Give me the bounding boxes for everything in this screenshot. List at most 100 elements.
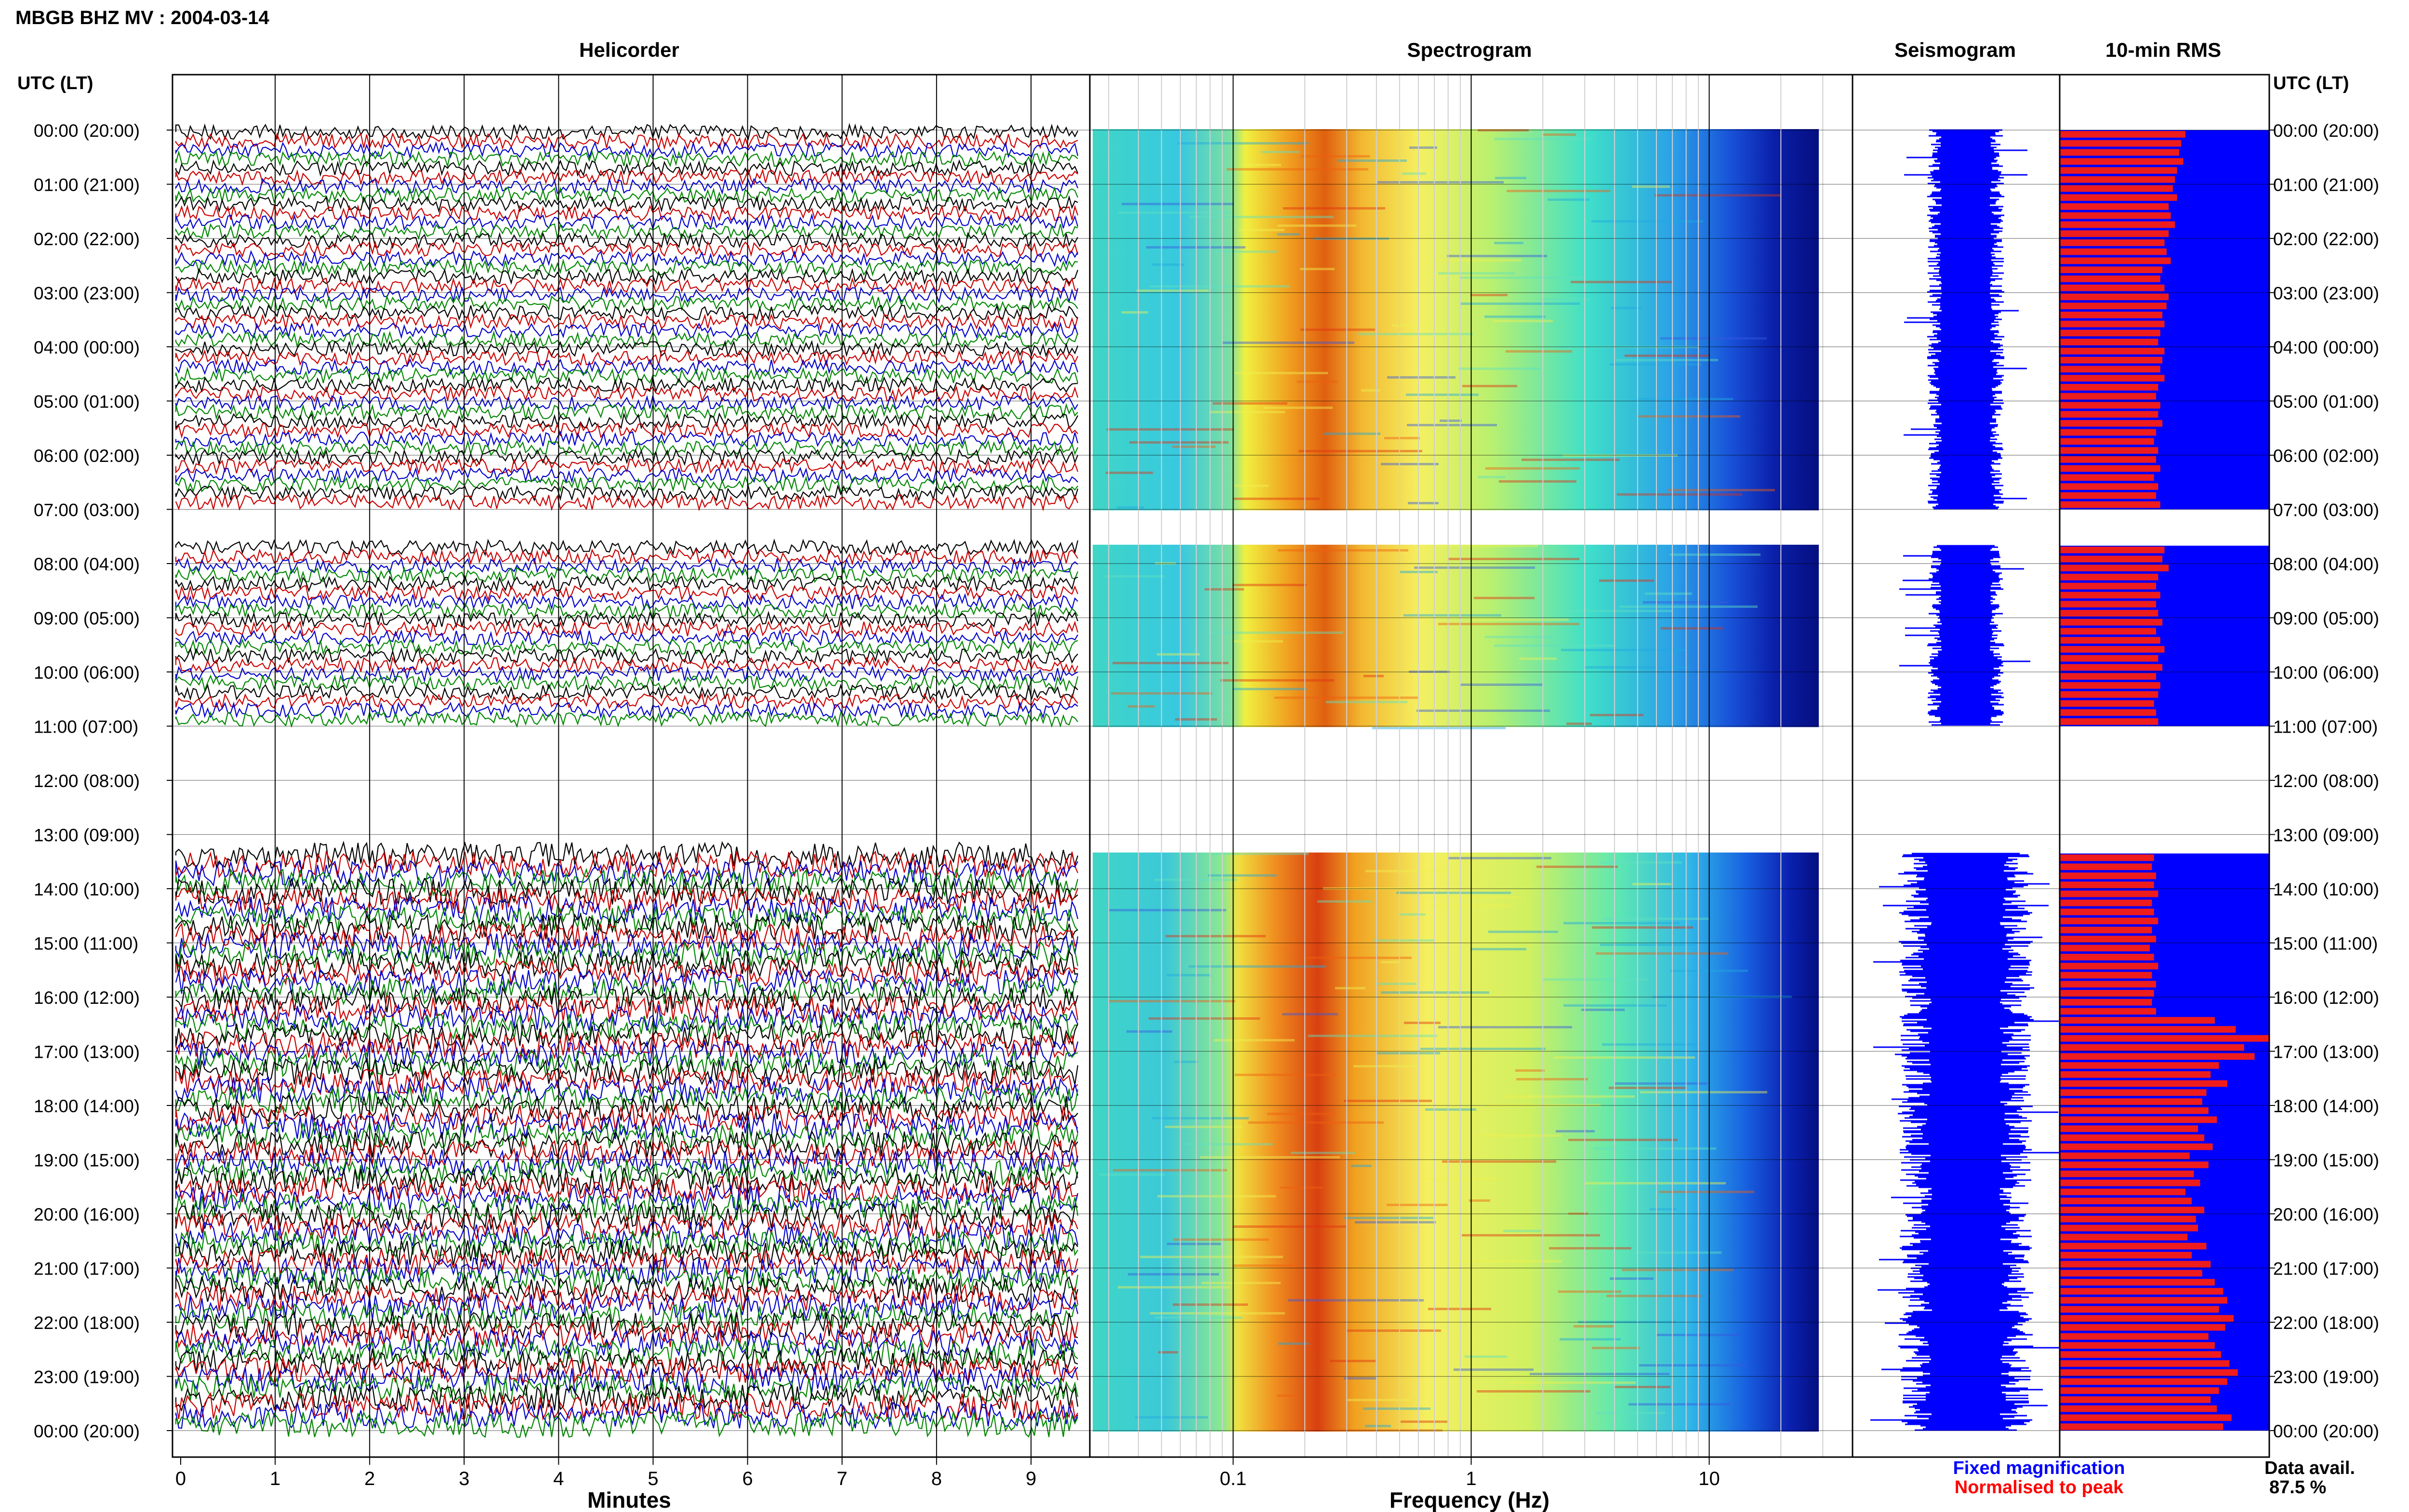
helicorder-trace bbox=[175, 931, 1079, 960]
rms-fixed-bar bbox=[2060, 402, 2160, 409]
spectrogram-streak bbox=[1297, 381, 1338, 383]
spectrogram-streak bbox=[1282, 1013, 1338, 1015]
rms-fixed-bar bbox=[2060, 149, 2179, 156]
rms-fixed-bar bbox=[2060, 1080, 2227, 1087]
data-availability-label: Data avail. bbox=[2264, 1458, 2355, 1478]
hour-label-left: 19:00 (15:00) bbox=[34, 1151, 140, 1170]
spectrogram-streak bbox=[1541, 298, 1590, 301]
hour-label-left: 12:00 (08:00) bbox=[34, 771, 140, 791]
helicorder-trace bbox=[175, 204, 1079, 222]
rms-fixed-bar bbox=[2060, 429, 2157, 436]
spectrogram-streak bbox=[1509, 1381, 1636, 1384]
helicorder-trace bbox=[175, 1057, 1079, 1087]
spectrogram-streak bbox=[1376, 1052, 1440, 1054]
spectrogram-streak bbox=[1639, 1364, 1747, 1367]
helicorder-trace bbox=[175, 122, 1078, 141]
rms-fixed-bar bbox=[2060, 266, 2163, 273]
helicorder-trace bbox=[175, 683, 1078, 701]
spectrogram-streak bbox=[1438, 623, 1579, 625]
spectrogram-streak bbox=[1232, 688, 1307, 690]
spectrogram-streak bbox=[1126, 1030, 1172, 1033]
spectrogram-streak bbox=[1488, 931, 1558, 933]
spectrogram-streak bbox=[1448, 558, 1579, 560]
spectrogram-streak bbox=[1593, 1147, 1716, 1150]
rms-fixed-bar bbox=[2060, 565, 2169, 572]
minute-tick-label: 1 bbox=[270, 1468, 280, 1489]
rms-fixed-bar bbox=[2060, 1134, 2205, 1141]
spectrogram-streak bbox=[1344, 1100, 1432, 1102]
spectrogram-streak bbox=[1152, 1117, 1249, 1119]
rms-fixed-bar bbox=[2060, 628, 2157, 635]
hour-label-left: 08:00 (04:00) bbox=[34, 554, 140, 574]
rms-fixed-bar bbox=[2060, 1089, 2207, 1096]
rms-fixed-bar bbox=[2060, 1261, 2211, 1268]
rms-fixed-bar bbox=[2060, 682, 2160, 689]
hour-label-left: 03:00 (23:00) bbox=[34, 284, 140, 303]
spectrogram-streak bbox=[1277, 224, 1356, 227]
seismogram-segment bbox=[1904, 129, 2027, 510]
spectrogram-streak bbox=[1381, 991, 1489, 994]
helicorder-trace bbox=[175, 276, 1078, 295]
hour-label-left: 22:00 (18:00) bbox=[34, 1313, 140, 1333]
spectrogram-streak bbox=[1353, 1065, 1417, 1067]
rms-fixed-bar bbox=[2060, 872, 2157, 880]
spectrogram-streak bbox=[1461, 302, 1580, 305]
spectrogram-streak bbox=[1516, 1078, 1588, 1080]
spectrogram-streak bbox=[1150, 285, 1290, 288]
spectrogram-streak bbox=[1261, 151, 1299, 153]
spectrogram-streak bbox=[1278, 1342, 1309, 1345]
rms-fixed-bar bbox=[2060, 356, 2163, 364]
rms-fixed-bar bbox=[2060, 1044, 2244, 1051]
helicorder-trace bbox=[175, 665, 1078, 684]
data-availability-value: 87.5 % bbox=[2269, 1477, 2326, 1498]
hour-label-right: 08:00 (04:00) bbox=[2273, 554, 2379, 574]
helicorder-trace bbox=[175, 1302, 1078, 1330]
spectrogram-streak bbox=[1280, 1186, 1323, 1189]
rms-fixed-bar bbox=[2060, 1098, 2202, 1105]
rms-fixed-bar bbox=[2060, 140, 2182, 147]
helicorder-trace bbox=[175, 1338, 1078, 1367]
spectrogram-streak bbox=[1403, 614, 1501, 617]
rms-normalised-bar-block bbox=[2060, 545, 2269, 726]
spectrogram-streak bbox=[1470, 294, 1508, 296]
spectrogram-streak bbox=[1563, 1004, 1667, 1007]
spectrogram-streak bbox=[1220, 679, 1334, 682]
spectrogram-streak bbox=[1584, 666, 1689, 669]
spectrogram-streak bbox=[1460, 684, 1542, 686]
spectrogram-streak bbox=[1591, 220, 1703, 223]
spectrogram-streak bbox=[1581, 1009, 1625, 1011]
spectrogram-streak bbox=[1214, 1039, 1295, 1041]
rms-fixed-bar bbox=[2060, 954, 2154, 960]
helicorder-trace bbox=[175, 886, 1079, 915]
helicorder-trace bbox=[175, 1120, 1079, 1150]
spectrogram-streak bbox=[1301, 155, 1370, 158]
spectrogram-streak bbox=[1601, 861, 1682, 864]
helicorder-trace bbox=[175, 692, 1078, 710]
spectrogram-streak bbox=[1344, 1377, 1377, 1380]
helicorder-trace bbox=[175, 321, 1079, 340]
spectrogram-streak bbox=[1428, 1308, 1491, 1310]
helicorder-trace bbox=[175, 213, 1079, 232]
spectrogram-streak bbox=[1480, 1134, 1562, 1137]
frequency-tick-label: 1 bbox=[1466, 1468, 1476, 1489]
spectrogram-streak bbox=[1592, 1347, 1640, 1349]
helicorder-trace bbox=[175, 1210, 1079, 1241]
spectrogram-streak bbox=[1233, 1264, 1295, 1267]
spectrogram-streak bbox=[1458, 368, 1541, 370]
rms-fixed-bar bbox=[2060, 981, 2157, 988]
rms-fixed-bar bbox=[2060, 167, 2177, 174]
helicorder-trace bbox=[175, 557, 1078, 575]
spectrogram-streak bbox=[1602, 1043, 1701, 1046]
rms-fixed-bar bbox=[2060, 1306, 2219, 1313]
helicorder-trace bbox=[175, 177, 1079, 195]
helicorder-trace bbox=[175, 1356, 1079, 1385]
seismogram-trace bbox=[1899, 545, 2030, 726]
helicorder-trace bbox=[175, 646, 1078, 665]
hour-label-left: 02:00 (22:00) bbox=[34, 229, 140, 249]
spectrogram-streak bbox=[1344, 1217, 1433, 1219]
spectrogram-streak bbox=[1661, 627, 1723, 630]
helicorder-trace bbox=[175, 1003, 1079, 1032]
rms-fixed-bar bbox=[2060, 257, 2171, 264]
frequency-axis-label: Frequency (Hz) bbox=[1390, 1487, 1549, 1512]
spectrogram-streak bbox=[1189, 965, 1326, 968]
